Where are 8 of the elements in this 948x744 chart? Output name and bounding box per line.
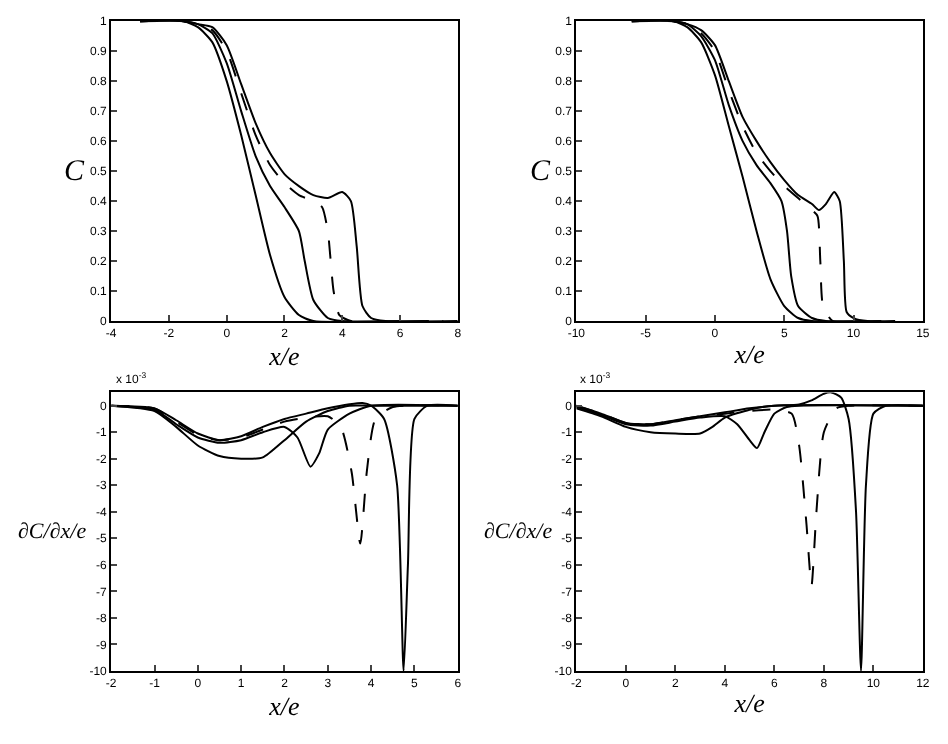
x-axis-title: x/e <box>732 338 766 369</box>
y-axis-title: ∂C/∂x/e <box>484 520 553 544</box>
x-axis-title: x/e <box>267 341 301 372</box>
y-axis-title: C <box>64 156 86 188</box>
x-axis-title: x/e <box>267 691 301 722</box>
y-axis-title: C <box>530 156 552 188</box>
y-axis-title: ∂C/∂x/e <box>18 520 87 544</box>
x-axis-title: x/e <box>732 688 766 719</box>
